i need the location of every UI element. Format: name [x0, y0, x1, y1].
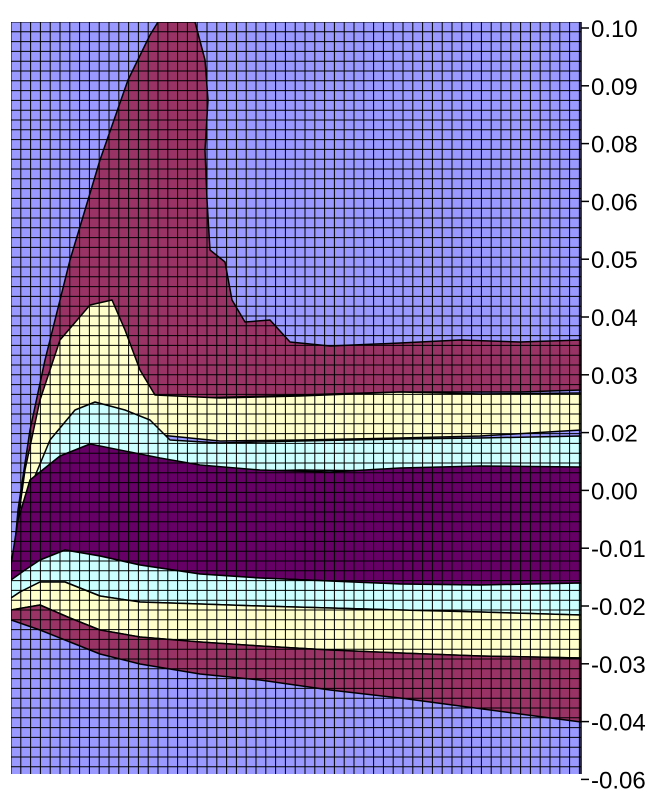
- y-tick-label: -0.01: [591, 536, 646, 563]
- y-tick-label: 0.09: [591, 74, 638, 101]
- y-tick-label: 0.00: [591, 478, 638, 505]
- y-tick-label: 0.03: [591, 363, 638, 390]
- y-tick-label: -0.06: [591, 767, 646, 794]
- gridlines: [11, 22, 581, 774]
- y-tick-label: 0.02: [591, 421, 638, 448]
- y-tick-label: -0.03: [591, 652, 646, 679]
- y-axis-ticks: 0.10 0.09 0.08 0.06 0.05 0.04 0.03 0.02 0.00 -0.0…: [581, 16, 646, 794]
- plot-area: [11, 22, 581, 774]
- y-tick-label: 0.05: [591, 247, 638, 274]
- y-tick-label: -0.04: [591, 710, 646, 737]
- y-tick-label: 0.08: [591, 132, 638, 159]
- y-tick-label: -0.02: [591, 594, 646, 621]
- y-tick-label: 0.06: [591, 189, 638, 216]
- y-tick-label: 0.04: [591, 305, 638, 332]
- y-tick-label: 0.10: [591, 16, 638, 43]
